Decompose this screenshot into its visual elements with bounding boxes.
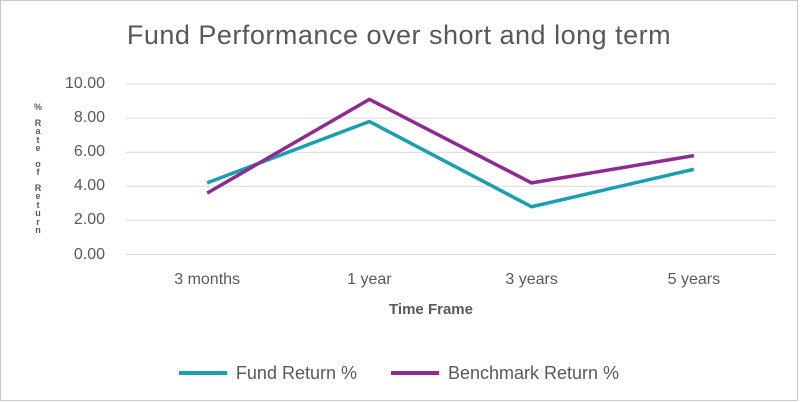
x-category-label: 3 months xyxy=(174,271,241,288)
y-axis-title-char: e xyxy=(35,191,41,201)
y-tick-label: 6.00 xyxy=(73,143,105,161)
legend-label: Fund Return % xyxy=(235,363,357,383)
y-axis-title-char: e xyxy=(35,143,41,153)
chart-title: Fund Performance over short and long ter… xyxy=(126,20,672,50)
y-axis-title-char: o xyxy=(35,158,41,169)
x-category-label: 5 years xyxy=(667,271,721,288)
y-axis-title-char: r xyxy=(36,216,40,227)
y-axis-title-char: t xyxy=(36,199,40,210)
legend-item-fund-return: Fund Return % xyxy=(178,363,357,383)
y-axis-title-char: R xyxy=(34,182,42,193)
y-axis-title-char: f xyxy=(36,167,40,177)
legend-label: Benchmark Return % xyxy=(447,363,620,383)
y-axis-title-char: % xyxy=(33,102,42,112)
x-axis-title: Time Frame xyxy=(389,301,473,318)
legend: Fund Return % Benchmark Return % xyxy=(1,363,797,383)
x-category-label: 1 year xyxy=(347,271,392,288)
series-line-0 xyxy=(206,119,695,209)
y-axis-title-char: u xyxy=(35,208,41,218)
benchmark-return-line-swatch-icon xyxy=(390,371,439,375)
y-tick-label: 2.00 xyxy=(73,211,105,229)
y-tick-label: 8.00 xyxy=(73,109,105,127)
y-axis-title-char: R xyxy=(34,117,42,128)
y-tick-label: 4.00 xyxy=(73,177,105,195)
x-category-label: 3 years xyxy=(505,271,558,288)
y-axis-title-char: n xyxy=(35,225,41,235)
y-axis-title-char: a xyxy=(35,126,41,136)
fund-return-line-swatch-icon xyxy=(178,371,227,375)
y-tick-label: 0.00 xyxy=(73,245,105,263)
y-axis-title-char: t xyxy=(36,134,40,145)
legend-item-benchmark-return: Benchmark Return % xyxy=(390,363,620,383)
y-tick-label: 10.00 xyxy=(64,75,105,92)
series-line-1 xyxy=(206,97,695,195)
